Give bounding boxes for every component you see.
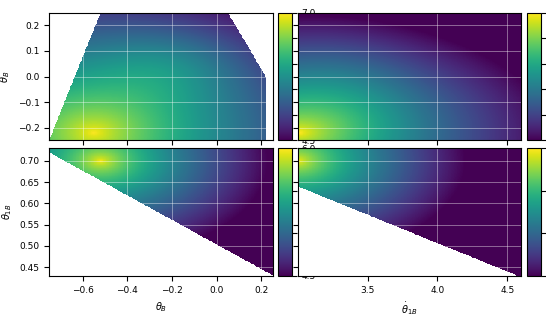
Y-axis label: $\dot{\theta}_B$: $\dot{\theta}_B$ bbox=[0, 70, 12, 83]
X-axis label: $\dot{\theta}_{1B}$: $\dot{\theta}_{1B}$ bbox=[401, 300, 418, 317]
X-axis label: $\theta_B$: $\theta_B$ bbox=[155, 300, 167, 314]
Y-axis label: $\theta_{1B}$: $\theta_{1B}$ bbox=[0, 204, 14, 220]
